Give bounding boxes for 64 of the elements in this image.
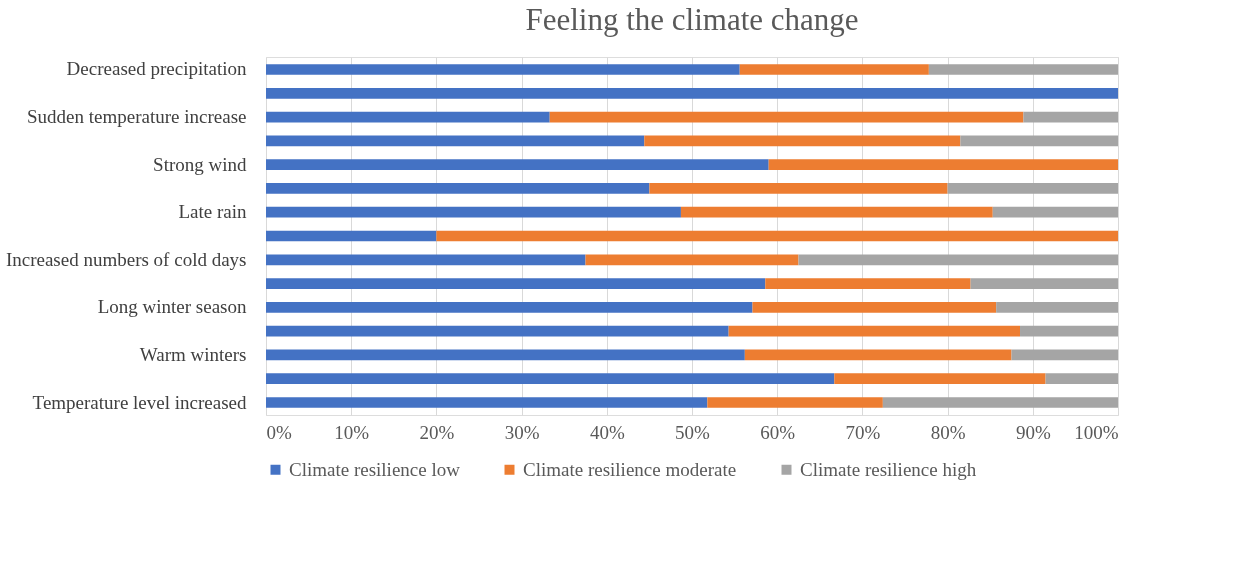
x-tick-label: 50% <box>675 421 711 443</box>
bar <box>996 302 1118 313</box>
bar <box>1023 111 1118 123</box>
bar <box>798 254 1118 266</box>
bar <box>992 206 1118 218</box>
bar <box>1011 349 1118 361</box>
legend-label: Climate resilience low <box>289 458 461 480</box>
bar <box>834 373 1046 385</box>
bar <box>707 397 883 408</box>
y-tick-label: Temperature level increased <box>32 391 247 413</box>
x-tick-label: 80% <box>930 421 966 443</box>
bar <box>266 254 586 266</box>
bar <box>266 373 835 385</box>
bar <box>947 183 1118 194</box>
bar <box>549 111 1024 123</box>
x-tick-label: 0% <box>266 421 292 443</box>
bar <box>585 254 799 266</box>
bar <box>739 64 929 75</box>
chart-title: Feeling the climate change <box>525 2 859 37</box>
y-tick-label: Increased numbers of cold days <box>5 248 247 270</box>
x-tick-label: 40% <box>589 421 625 443</box>
bar <box>266 302 753 313</box>
x-tick-label: 70% <box>845 421 881 443</box>
x-tick-label: 60% <box>760 421 796 443</box>
x-tick-label: 10% <box>334 421 370 443</box>
bar <box>266 325 729 337</box>
bar <box>266 64 740 75</box>
bar <box>744 349 1012 361</box>
bar <box>882 397 1118 408</box>
bar <box>960 135 1118 147</box>
y-tick-label: Decreased precipitation <box>66 58 247 80</box>
bar <box>266 206 681 218</box>
bar <box>1020 325 1118 337</box>
bar <box>266 278 766 289</box>
x-tick-label: 30% <box>504 421 540 443</box>
x-tick-label: 90% <box>1015 421 1051 443</box>
bar <box>728 325 1021 337</box>
legend-label: Climate resilience high <box>800 458 977 480</box>
bar <box>266 183 650 194</box>
legend-label: Climate resilience moderate <box>523 458 737 480</box>
y-tick-label: Long winter season <box>97 296 247 318</box>
bar <box>266 230 437 242</box>
bar <box>266 349 745 361</box>
bar <box>266 87 1118 99</box>
x-tick-label: 100% <box>1074 421 1119 443</box>
bar <box>649 183 948 194</box>
bar <box>768 159 1118 170</box>
bar <box>928 64 1118 75</box>
x-tick-label: 20% <box>419 421 455 443</box>
bar <box>266 111 550 123</box>
bar <box>436 230 1118 242</box>
bar <box>752 302 997 313</box>
y-tick-label: Sudden temperature increase <box>27 106 247 128</box>
y-tick-label: Warm winters <box>139 343 247 365</box>
y-tick-label: Late rain <box>178 201 247 223</box>
bar <box>644 135 961 147</box>
bar <box>1045 373 1118 385</box>
bar <box>266 135 645 147</box>
y-tick-label: Strong wind <box>153 153 247 175</box>
bar <box>266 159 769 170</box>
bar <box>680 206 993 218</box>
bar <box>266 397 708 408</box>
bar <box>970 278 1118 289</box>
bar <box>765 278 971 289</box>
